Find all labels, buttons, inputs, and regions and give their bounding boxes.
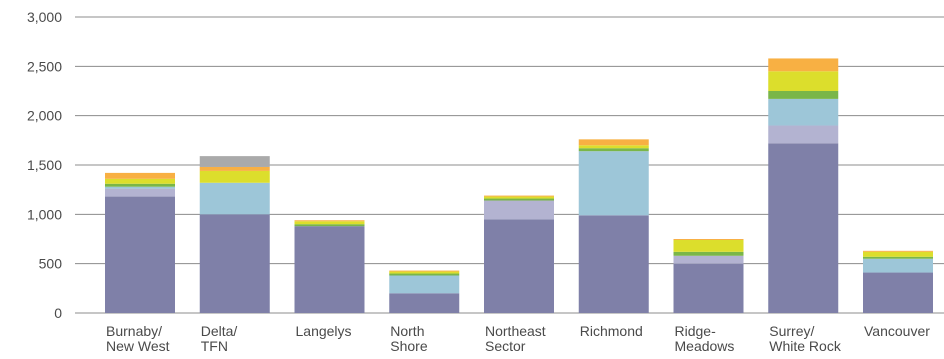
x-category-label: Delta/ [201, 323, 238, 339]
bar-segment [294, 224, 365, 227]
bar-segment [673, 263, 744, 313]
bar-segment [768, 98, 839, 126]
bar-segment [389, 293, 460, 313]
bar-segment [863, 251, 933, 257]
x-category-label: Richmond [580, 323, 643, 339]
x-category-label: Ridge- [675, 323, 717, 339]
bar-segment [768, 143, 839, 313]
bar-segment [768, 58, 839, 72]
x-category-label: New West [106, 338, 170, 354]
bar-segment [389, 271, 460, 274]
bar-segment [863, 258, 933, 273]
x-category-label: Langelys [296, 323, 352, 339]
x-category-label: Shore [390, 338, 428, 354]
bar-segment [199, 156, 270, 167]
bar-segment [768, 125, 839, 144]
y-tick-label: 3,000 [27, 9, 62, 25]
bar-segment [389, 275, 460, 294]
bar-segment [484, 198, 554, 201]
bar-segment [673, 255, 744, 264]
y-tick-label: 1,500 [27, 157, 62, 173]
bar-segment [673, 239, 744, 240]
x-category-label: Vancouver [864, 323, 930, 339]
bar-segment [199, 166, 270, 171]
bar-segment [484, 196, 554, 199]
bar-segment [484, 200, 554, 220]
y-tick-label: 2,500 [27, 58, 62, 74]
bar-segment [768, 91, 839, 99]
bar-segment [673, 251, 744, 256]
bar-segment [389, 270, 460, 272]
bar-segment [484, 195, 554, 197]
bar-segment [389, 273, 460, 276]
x-category-label: Sector [485, 338, 526, 354]
x-category-label: Northeast [485, 323, 546, 339]
bar-segment [105, 186, 175, 189]
x-axis-category-labels: Burnaby/New West Delta/TFN Langelys NorthSh… [106, 323, 930, 354]
y-tick-label: 0 [54, 305, 62, 321]
y-tick-label: 500 [39, 256, 63, 272]
y-axis-tick-labels: 0 500 1,000 1,500 2,000 2,500 3,000 [27, 9, 62, 321]
x-category-label: TFN [201, 338, 228, 354]
bar-segment [294, 221, 365, 225]
y-tick-label: 1,000 [27, 206, 62, 222]
bar-segment [578, 139, 649, 146]
bar-segment [768, 71, 839, 91]
bar-segment [105, 188, 175, 197]
bar-segment [199, 182, 270, 215]
bar-segment [294, 226, 365, 313]
bar-segment [578, 151, 649, 216]
bar-segment [578, 215, 649, 313]
x-category-label: Burnaby/ [106, 323, 162, 339]
bar-segment [105, 196, 175, 313]
bar-segment [863, 256, 933, 259]
bar-segment [673, 239, 744, 252]
bar-segment [105, 183, 175, 187]
x-category-label: White Rock [769, 338, 842, 354]
bar-segment [105, 172, 175, 179]
x-category-label: Surrey/ [769, 323, 814, 339]
bar-segment [578, 148, 649, 152]
x-category-label: North [390, 323, 424, 339]
bar-segment [199, 214, 270, 313]
y-tick-label: 2,000 [27, 108, 62, 124]
bar-segment [578, 145, 649, 149]
bar-segment [484, 219, 554, 313]
x-category-label: Meadows [675, 338, 735, 354]
bar-segment [294, 220, 365, 222]
bar-segment [863, 250, 933, 252]
bars [105, 58, 933, 313]
bar-segment [863, 272, 933, 313]
bar-segment [105, 178, 175, 184]
bar-segment [199, 170, 270, 183]
